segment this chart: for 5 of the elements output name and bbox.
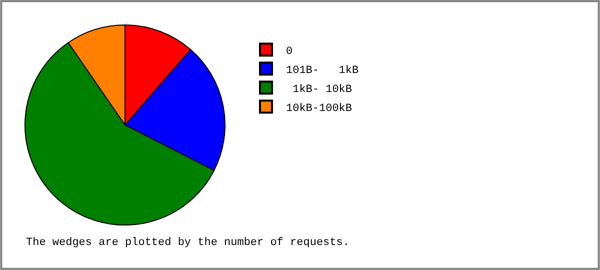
text: The wedges are plotted by the number of requests. [26, 237, 350, 249]
legend-label: 10kB-100kB [286, 102, 352, 115]
legend-label: 101B- 1kB [286, 64, 360, 77]
legend-label: 0 [286, 46, 293, 58]
legend-label: 1kB- 10kB [286, 84, 352, 96]
